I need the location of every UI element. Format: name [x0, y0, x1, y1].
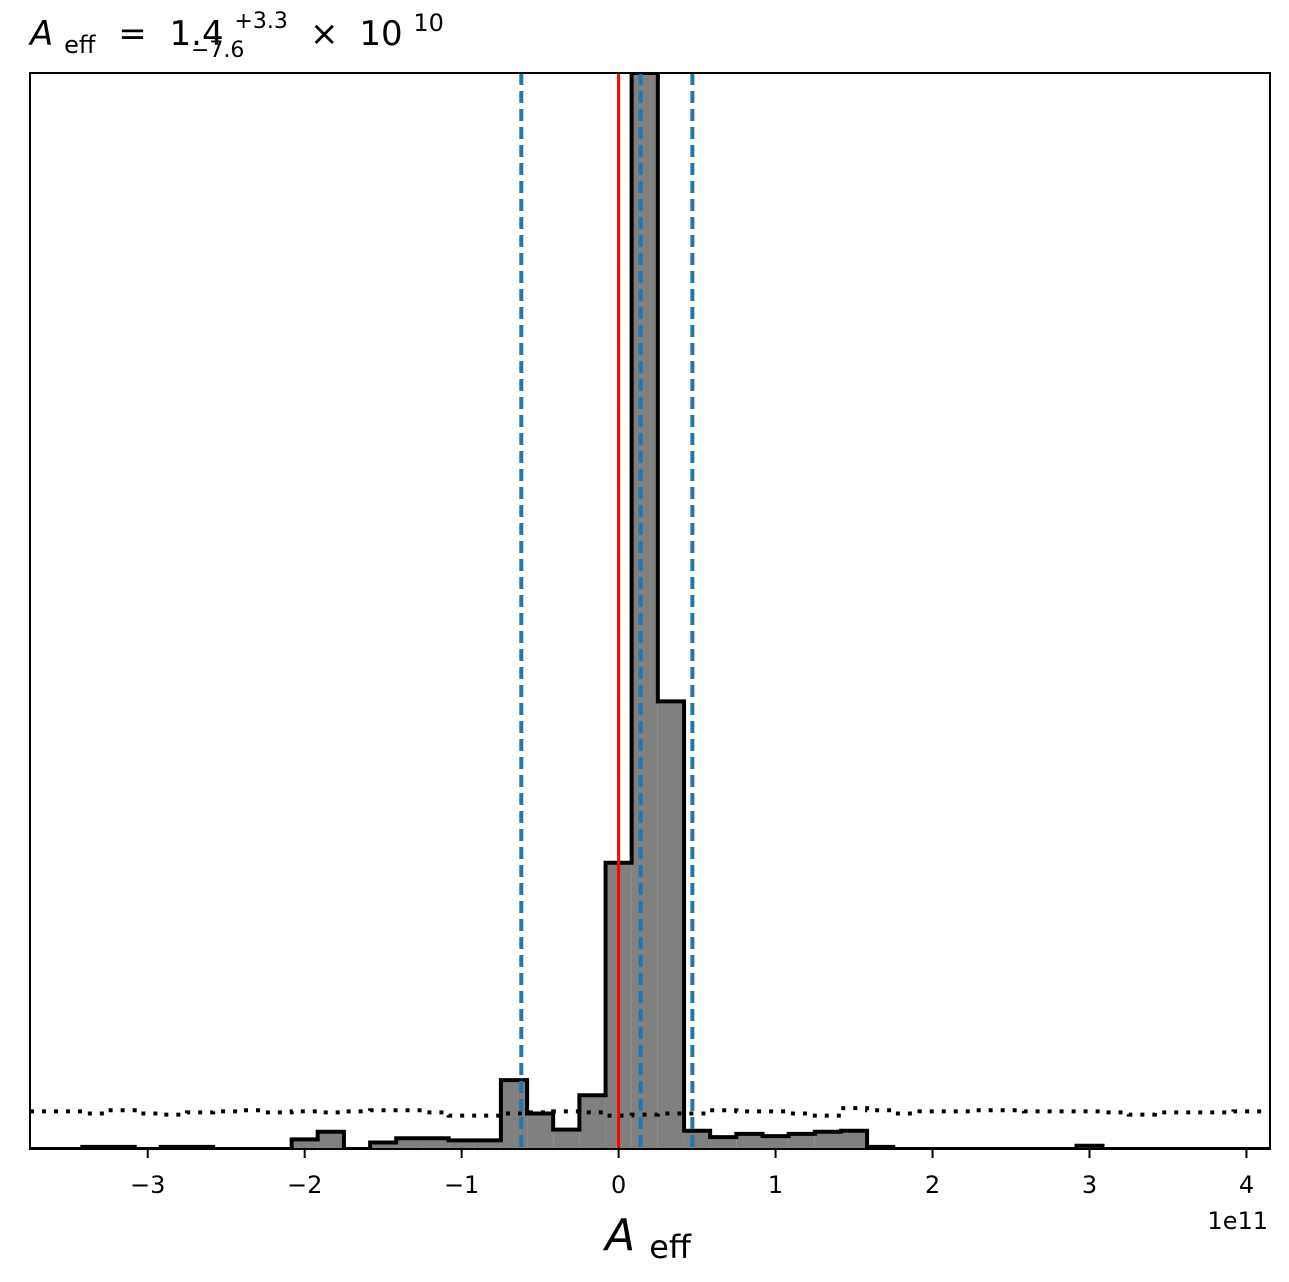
x-tick-label: 1	[768, 1171, 783, 1199]
histogram-bar	[396, 1138, 423, 1149]
title-upper-err: +3.3	[234, 9, 287, 34]
x-tick-label: −3	[130, 1171, 165, 1199]
histogram-bar	[448, 1140, 475, 1149]
title-lower-err: −7.6	[191, 38, 244, 63]
histogram-bar	[736, 1133, 763, 1149]
histogram-bar	[657, 701, 685, 1149]
histogram-outline	[30, 73, 1270, 1149]
plot-frame	[29, 72, 1271, 1150]
x-tick-label: 4	[1239, 1171, 1254, 1199]
histogram-bar	[422, 1138, 449, 1149]
histogram-bar	[553, 1129, 580, 1149]
title-symbol: A	[28, 14, 53, 54]
x-offset-label: 1e11	[1207, 1207, 1268, 1235]
prior-dotted-line	[30, 1106, 1270, 1118]
plot-clipped-group	[30, 73, 1270, 1149]
x-tick-label: −1	[444, 1171, 479, 1199]
histogram-bar	[317, 1131, 344, 1149]
histogram-bar	[814, 1131, 842, 1149]
chart-title: A eff = 1.4 +3.3 −7.6 × 10 10	[28, 0, 444, 66]
x-tick-label: 2	[925, 1171, 940, 1199]
histogram-bar	[579, 1095, 606, 1149]
histogram-bar	[710, 1137, 737, 1149]
title-base: 10	[359, 14, 402, 54]
histogram-bar	[684, 1130, 711, 1149]
title-median: 1.4	[170, 14, 224, 54]
histogram-bar	[841, 1130, 868, 1149]
x-tick-label: 0	[611, 1171, 626, 1199]
histogram-bar	[474, 1140, 501, 1149]
title-equals: =	[118, 14, 147, 54]
histogram-bar	[631, 73, 658, 1149]
histogram-bar	[762, 1136, 789, 1149]
histogram-bar	[370, 1142, 397, 1149]
title-exponent: 10	[413, 9, 444, 37]
histogram-bar	[291, 1139, 318, 1149]
histogram-bar	[527, 1113, 554, 1149]
histogram-bar	[788, 1133, 815, 1149]
x-label-symbol: A	[602, 1210, 635, 1261]
x-label-subscript: eff	[649, 1228, 692, 1266]
title-subscript: eff	[64, 31, 96, 59]
x-tick-label: −2	[287, 1171, 322, 1199]
x-axis-label: A eff	[602, 1210, 692, 1266]
plot-area: −3 −2 −1 0 1 2 3 4	[29, 72, 1271, 1199]
x-tick-label: 3	[1082, 1171, 1097, 1199]
title-times: ×	[310, 14, 339, 54]
